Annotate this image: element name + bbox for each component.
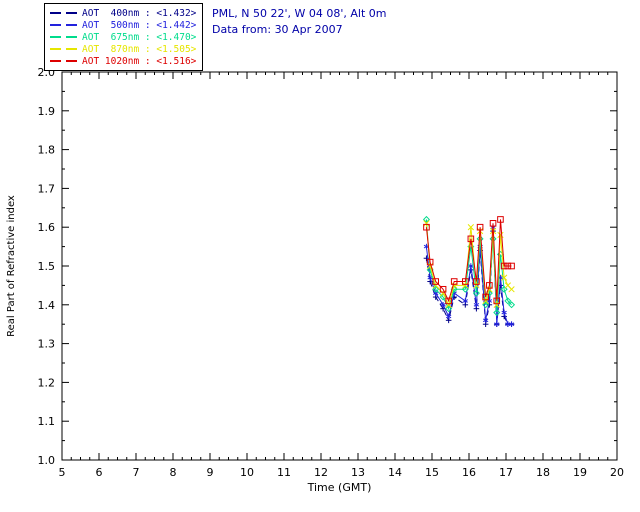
y-tick-label: 1.8 bbox=[38, 144, 56, 157]
x-tick-label: 17 bbox=[499, 466, 513, 479]
legend-item: AOT 400nm : <1.432> bbox=[50, 7, 196, 19]
x-tick-label: 8 bbox=[170, 466, 177, 479]
y-tick-label: 1.0 bbox=[38, 454, 56, 467]
station-location-text: PML, N 50 22', W 04 08', Alt 0m bbox=[212, 7, 387, 20]
x-tick-label: 18 bbox=[536, 466, 550, 479]
legend-line-sample bbox=[50, 48, 77, 50]
x-tick-label: 20 bbox=[610, 466, 624, 479]
x-tick-label: 13 bbox=[351, 466, 365, 479]
y-axis-title: Real Part of Refractive index bbox=[6, 195, 17, 337]
x-tick-label: 12 bbox=[314, 466, 328, 479]
legend-label: AOT 870nm : <1.505> bbox=[82, 43, 197, 55]
legend-label: AOT 500nm : <1.442> bbox=[82, 19, 197, 31]
legend-label: AOT 400nm : <1.432> bbox=[82, 7, 197, 19]
legend-item: AOT 500nm : <1.442> bbox=[50, 19, 196, 31]
y-tick-label: 1.3 bbox=[38, 338, 56, 351]
series-aot-675nm bbox=[422, 215, 516, 317]
legend-item: AOT 1020nm : <1.516> bbox=[50, 55, 196, 67]
x-tick-label: 15 bbox=[425, 466, 439, 479]
x-tick-label: 19 bbox=[573, 466, 587, 479]
y-tick-label: 1.5 bbox=[38, 260, 56, 273]
legend-line-sample bbox=[50, 12, 77, 14]
y-tick-label: 1.4 bbox=[38, 299, 56, 312]
series-aot-500nm bbox=[423, 224, 515, 327]
legend-label: AOT 675nm : <1.470> bbox=[82, 31, 197, 43]
legend-line-sample bbox=[50, 36, 77, 38]
x-tick-label: 5 bbox=[59, 466, 66, 479]
legend-line-sample bbox=[50, 60, 77, 62]
y-tick-label: 1.6 bbox=[38, 221, 56, 234]
x-tick-label: 16 bbox=[462, 466, 476, 479]
x-tick-label: 9 bbox=[207, 466, 214, 479]
legend-line-sample bbox=[50, 24, 77, 26]
x-tick-label: 6 bbox=[96, 466, 103, 479]
plot-header: PML, N 50 22', W 04 08', Alt 0m Data fro… bbox=[212, 6, 386, 38]
x-tick-label: 14 bbox=[388, 466, 402, 479]
tick-labels: 5 6 7 8 9 10 11 12 13 14 15 16 17 18 19 20 1.0 1.1 1.2 1.3 1… bbox=[6, 66, 624, 494]
y-tick-label: 1.9 bbox=[38, 105, 56, 118]
x-axis-title: Time (GMT) bbox=[307, 481, 372, 494]
x-tick-label: 10 bbox=[240, 466, 254, 479]
series-aot-1020nm bbox=[423, 216, 515, 305]
x-tick-label: 11 bbox=[277, 466, 291, 479]
x-tick-label: 7 bbox=[133, 466, 140, 479]
legend-label: AOT 1020nm : <1.516> bbox=[82, 55, 197, 67]
data-date-text: Data from: 30 Apr 2007 bbox=[212, 23, 343, 36]
axes bbox=[61, 71, 618, 461]
legend-item: AOT 870nm : <1.505> bbox=[50, 43, 196, 55]
y-tick-label: 1.7 bbox=[38, 182, 56, 195]
legend-item: AOT 675nm : <1.470> bbox=[50, 31, 196, 43]
y-tick-label: 1.1 bbox=[38, 415, 56, 428]
y-tick-label: 1.2 bbox=[38, 376, 56, 389]
legend: AOT 400nm : <1.432> AOT 500nm : <1.442> … bbox=[44, 3, 204, 71]
